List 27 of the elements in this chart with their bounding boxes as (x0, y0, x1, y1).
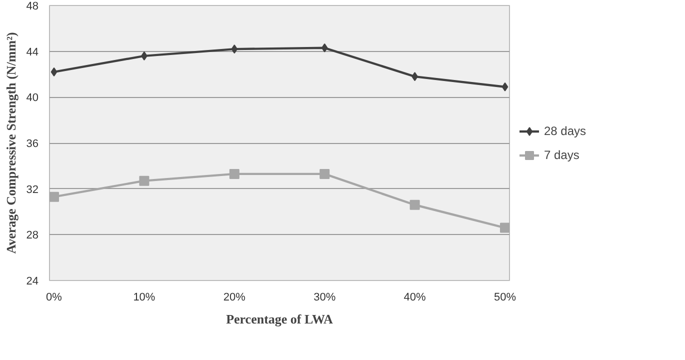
legend-label: 28 days (544, 124, 586, 138)
y-tick-label: 32 (26, 184, 39, 196)
point (231, 44, 238, 54)
point (410, 200, 420, 210)
x-tick-label: 10% (133, 292, 156, 304)
y-tick-label: 40 (26, 92, 39, 104)
point (229, 168, 240, 179)
point (50, 67, 58, 76)
x-axis-title: Percentage of LWA (226, 312, 334, 326)
y-tick-label: 24 (26, 276, 39, 288)
point (500, 222, 510, 233)
y-tick-label: 44 (26, 46, 39, 58)
x-tick-label: 50% (494, 292, 516, 304)
y-tick-label: 36 (26, 138, 39, 150)
legend-label: 7 days (544, 148, 580, 162)
point (50, 192, 60, 202)
point (502, 82, 508, 92)
y-tick-label: 48 (26, 0, 39, 12)
x-tick-label: 0% (46, 292, 62, 304)
y-tick-label: 28 (26, 230, 39, 242)
y-axis-title: Average Compressive Strength (N/mm²) (3, 32, 18, 254)
x-tick-label: 40% (404, 292, 426, 304)
x-tick-label: 20% (223, 292, 246, 304)
point (139, 176, 150, 186)
point (321, 43, 328, 52)
x-tick-label: 30% (314, 292, 336, 304)
point (320, 168, 330, 179)
